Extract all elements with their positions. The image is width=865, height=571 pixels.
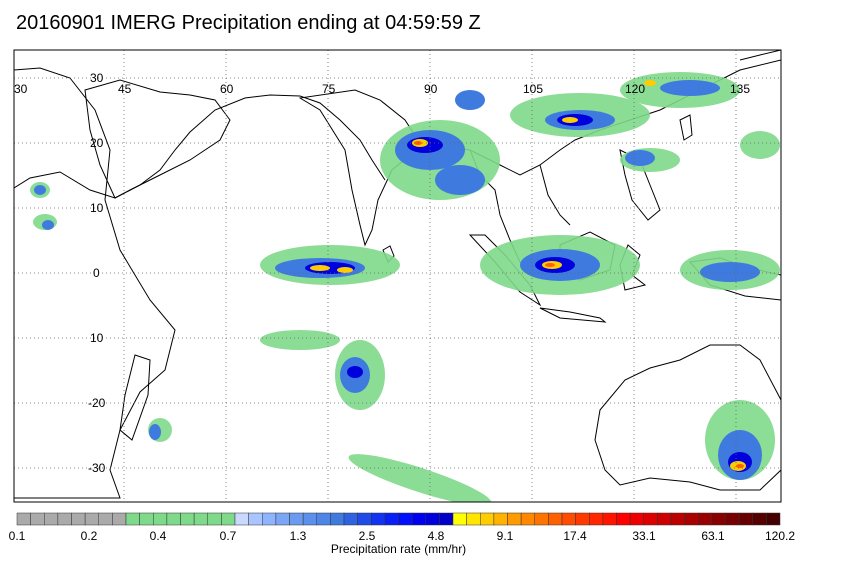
- colorbar-swatch: [657, 513, 671, 525]
- colorbar-label: 33.1: [632, 529, 655, 543]
- colorbar-swatch: [603, 513, 617, 525]
- colorbar-swatch: [303, 513, 317, 525]
- lon-label-105: 105: [523, 82, 543, 96]
- map-frame: [14, 50, 781, 502]
- colorbar-swatch: [112, 513, 126, 525]
- colorbar-label: 2.5: [359, 529, 376, 543]
- colorbar-swatch: [358, 513, 372, 525]
- lat-label-30: 30: [90, 71, 104, 85]
- lon-label-90: 90: [424, 82, 438, 96]
- colorbar-swatch: [58, 513, 72, 525]
- lon-label-135: 135: [730, 82, 750, 96]
- colorbar-swatch: [290, 513, 304, 525]
- colorbar-swatch: [589, 513, 603, 525]
- colorbar-swatch: [412, 513, 426, 525]
- colorbar-swatch: [548, 513, 562, 525]
- colorbar-label: 1.3: [290, 529, 307, 543]
- colorbar-swatch: [181, 513, 195, 525]
- colorbar-swatch: [576, 513, 590, 525]
- colorbar-swatch: [562, 513, 576, 525]
- colorbar-swatch: [726, 513, 740, 525]
- colorbar-label: 0.7: [220, 529, 237, 543]
- colorbar-swatch: [494, 513, 508, 525]
- colorbar-swatch: [330, 513, 344, 525]
- lat-label-10: 10: [90, 201, 104, 215]
- colorbar-swatch: [480, 513, 494, 525]
- colorbar-swatch: [17, 513, 31, 525]
- colorbar-swatch: [535, 513, 549, 525]
- colorbar-swatch: [262, 513, 276, 525]
- colorbar-swatch: [85, 513, 99, 525]
- colorbar-swatch: [739, 513, 753, 525]
- colorbar-swatch: [685, 513, 699, 525]
- precipitation-field: [30, 72, 780, 515]
- colorbar-swatch: [712, 513, 726, 525]
- colorbar-swatch: [208, 513, 222, 525]
- colorbar-swatch: [521, 513, 535, 525]
- lon-label-45: 45: [118, 82, 132, 96]
- colorbar-swatch: [753, 513, 767, 525]
- colorbar-swatch: [371, 513, 385, 525]
- lat-label-0: 0: [93, 266, 100, 280]
- lon-label-75: 75: [322, 82, 336, 96]
- colorbar-label: 4.8: [428, 529, 445, 543]
- colorbar-label: 0.2: [81, 529, 98, 543]
- colorbar-swatch: [385, 513, 399, 525]
- lon-label-60: 60: [220, 82, 234, 96]
- colorbar-swatch: [399, 513, 413, 525]
- colorbar-swatch: [99, 513, 113, 525]
- colorbar-swatch: [766, 513, 780, 525]
- lon-label-120: 120: [625, 82, 645, 96]
- colorbar-label: 120.2: [765, 529, 795, 543]
- colorbar-swatch: [453, 513, 467, 525]
- coastlines: [14, 50, 781, 498]
- lat-label-minus-10: 10: [90, 331, 104, 345]
- colorbar-label: 17.4: [563, 529, 586, 543]
- colorbar-label: 0.1: [9, 529, 26, 543]
- lat-label-minus-30: -30: [88, 461, 106, 475]
- colorbar-title: Precipitation rate (mm/hr): [0, 542, 797, 556]
- colorbar-label: 0.4: [150, 529, 167, 543]
- colorbar: [17, 513, 780, 525]
- colorbar-swatch: [44, 513, 58, 525]
- colorbar-swatch: [235, 513, 249, 525]
- colorbar-swatch: [439, 513, 453, 525]
- colorbar-swatch: [140, 513, 154, 525]
- colorbar-swatch: [72, 513, 86, 525]
- colorbar-swatch: [167, 513, 181, 525]
- colorbar-swatch: [698, 513, 712, 525]
- lat-label-20: 20: [90, 136, 104, 150]
- map-gridlines: [14, 50, 781, 502]
- colorbar-swatch: [221, 513, 235, 525]
- lon-label-30: 30: [14, 82, 28, 96]
- colorbar-swatch: [426, 513, 440, 525]
- colorbar-swatch: [194, 513, 208, 525]
- colorbar-label: 63.1: [701, 529, 724, 543]
- colorbar-swatch: [630, 513, 644, 525]
- colorbar-swatch: [644, 513, 658, 525]
- colorbar-swatch: [31, 513, 45, 525]
- colorbar-swatch: [467, 513, 481, 525]
- colorbar-swatch: [671, 513, 685, 525]
- colorbar-swatch: [508, 513, 522, 525]
- colorbar-label: 9.1: [497, 529, 514, 543]
- colorbar-swatch: [249, 513, 263, 525]
- lat-label-minus-20: -20: [88, 396, 106, 410]
- colorbar-swatch: [153, 513, 167, 525]
- colorbar-swatch: [344, 513, 358, 525]
- colorbar-swatch: [126, 513, 140, 525]
- colorbar-swatch: [617, 513, 631, 525]
- colorbar-swatch: [317, 513, 331, 525]
- colorbar-swatch: [276, 513, 290, 525]
